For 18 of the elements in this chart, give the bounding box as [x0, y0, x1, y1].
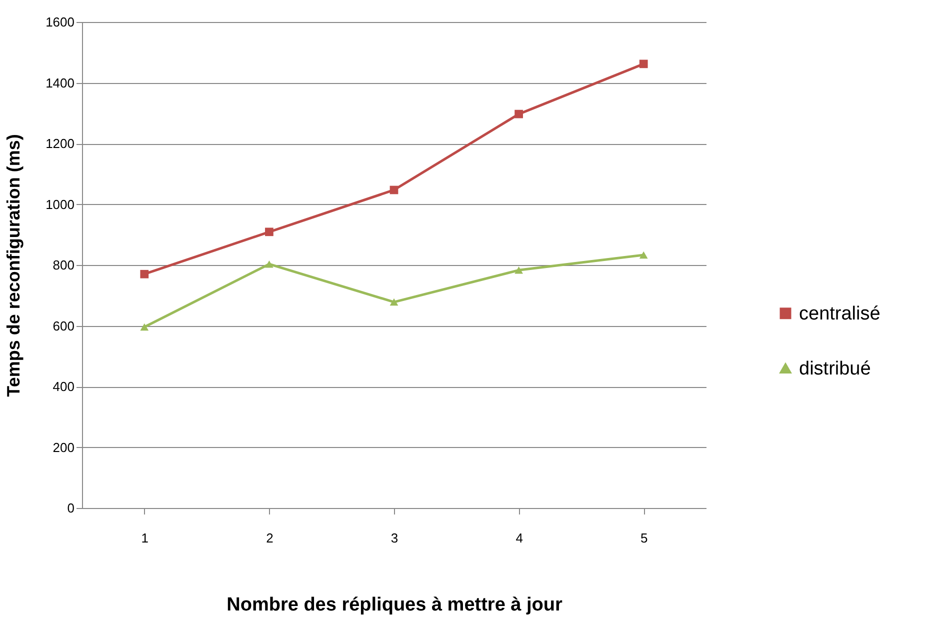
y-tick-label: 800: [52, 258, 74, 272]
y-tick-label: 1400: [46, 75, 74, 90]
y-axis-title: Temps de reconfiguration (ms): [4, 134, 24, 397]
x-axis-title: Nombre des répliques à mettre à jour: [226, 594, 563, 616]
legend-label: centralisé: [799, 303, 880, 324]
x-tick-label: 5: [640, 530, 648, 546]
y-tick-label: 400: [52, 379, 74, 394]
x-tick-label: 2: [266, 530, 274, 546]
y-tick-label: 600: [52, 318, 74, 334]
x-tick-label: 4: [516, 530, 523, 546]
y-tick-label: 0: [67, 500, 74, 516]
x-tick-label: 1: [141, 530, 149, 546]
legend-label: distribué: [799, 358, 871, 380]
y-tick-label: 1000: [46, 196, 74, 212]
y-tick-label: 1200: [46, 136, 74, 151]
y-tick-label: 200: [52, 440, 74, 455]
y-tick-label: 1600: [46, 14, 74, 30]
x-tick-label: 3: [390, 530, 398, 546]
